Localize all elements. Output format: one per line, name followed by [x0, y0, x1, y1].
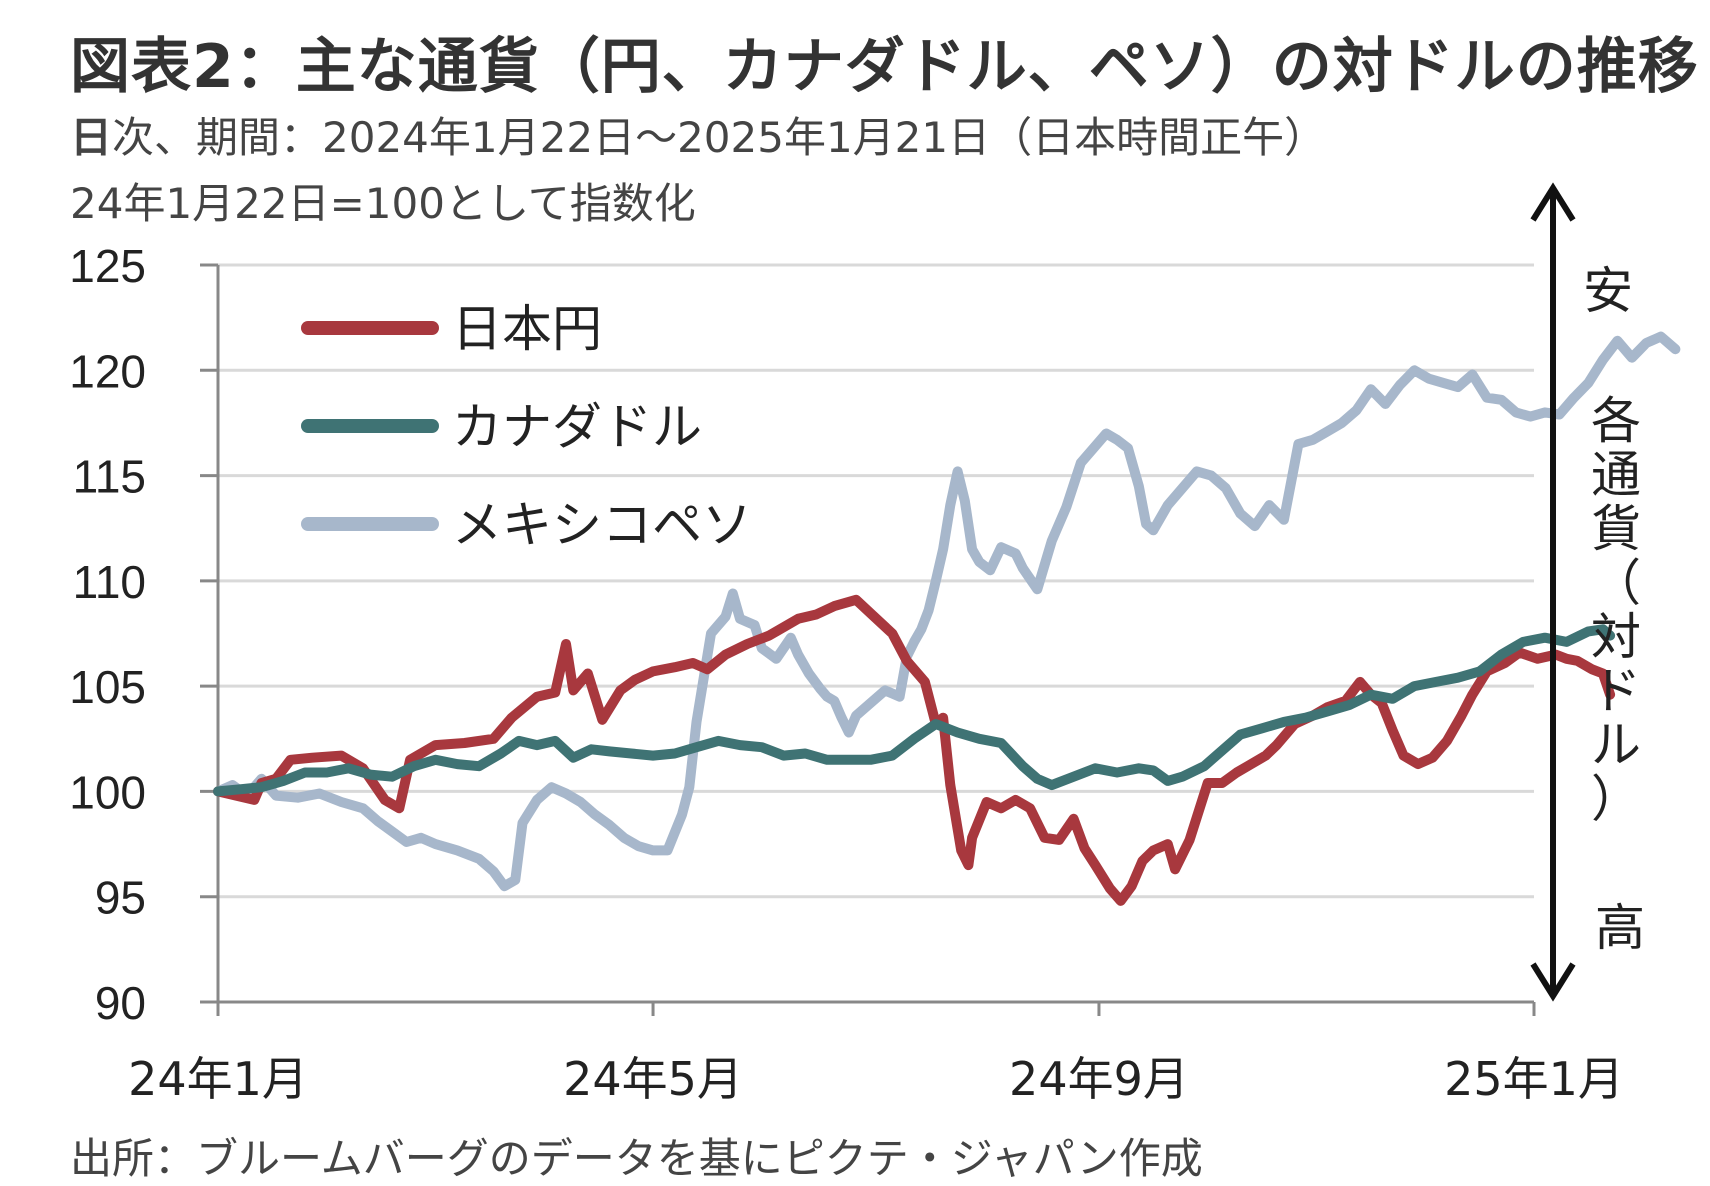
y-tick-label: 125 — [69, 240, 146, 292]
arrow-down-icon — [1530, 962, 1576, 1002]
side-label-char: ル — [1591, 716, 1641, 774]
y-tick-label: 90 — [95, 977, 146, 1029]
y-tick-label: 115 — [73, 451, 146, 503]
subtitle-bold: 日 — [70, 113, 113, 162]
legend-label-mxn: メキシコペソ — [452, 496, 752, 554]
axes — [200, 263, 1536, 1016]
side-label-char: 貨 — [1591, 500, 1641, 558]
series-line-mxn — [213, 331, 1681, 892]
subtitle-rest: 次、期間：2024年1月22日～2025年1月21日（日本時間正午） — [112, 113, 1327, 162]
side-label-char: （ — [1591, 554, 1641, 612]
y-tick-label: 110 — [73, 556, 146, 608]
chart-subtitle: 日次、期間：2024年1月22日～2025年1月21日（日本時間正午） — [70, 104, 1326, 165]
series-line-jpy — [213, 594, 1616, 906]
legend-label-jpy: 日本円 — [452, 300, 602, 358]
chart-note: 24年1月22日=100として指数化 — [70, 179, 696, 228]
series-line-cad — [213, 624, 1616, 797]
x-tick-label: 24年9月 — [1009, 1052, 1189, 1106]
y-tick-label: 100 — [69, 766, 146, 818]
x-tick-label: 25年1月 — [1444, 1052, 1624, 1106]
chart-title: 図表2：主な通貨（円、カナダドル、ペソ）の対ドルの推移 — [70, 32, 1699, 102]
side-label-expensive: 高 — [1595, 899, 1645, 957]
side-label-char: 各 — [1591, 392, 1641, 450]
side-label-char: ド — [1591, 662, 1641, 720]
gridlines — [218, 263, 1534, 899]
legend-label-cad: カナダドル — [452, 398, 702, 456]
side-label-char: ） — [1591, 770, 1641, 828]
x-tick-label: 24年1月 — [128, 1052, 308, 1106]
y-tick-labels: 90 95 100 105 110 115 120 125 — [69, 240, 146, 1029]
arrow-up-icon — [1530, 182, 1576, 222]
y-tick-label: 105 — [69, 661, 146, 713]
side-label-cheap: 安 — [1583, 262, 1633, 320]
y-tick-label: 95 — [95, 872, 146, 924]
x-tick-label: 24年5月 — [563, 1052, 743, 1106]
series-lines — [213, 331, 1681, 906]
side-label-char: 通 — [1591, 446, 1641, 504]
x-tick-labels: 24年1月 24年5月 24年9月 25年1月 — [128, 1052, 1624, 1106]
side-label-char: 対 — [1591, 608, 1641, 666]
y-tick-label: 120 — [69, 345, 146, 397]
source-note: 出所：ブルームバーグのデータを基にピクテ・ジャパン作成 — [70, 1134, 1203, 1183]
